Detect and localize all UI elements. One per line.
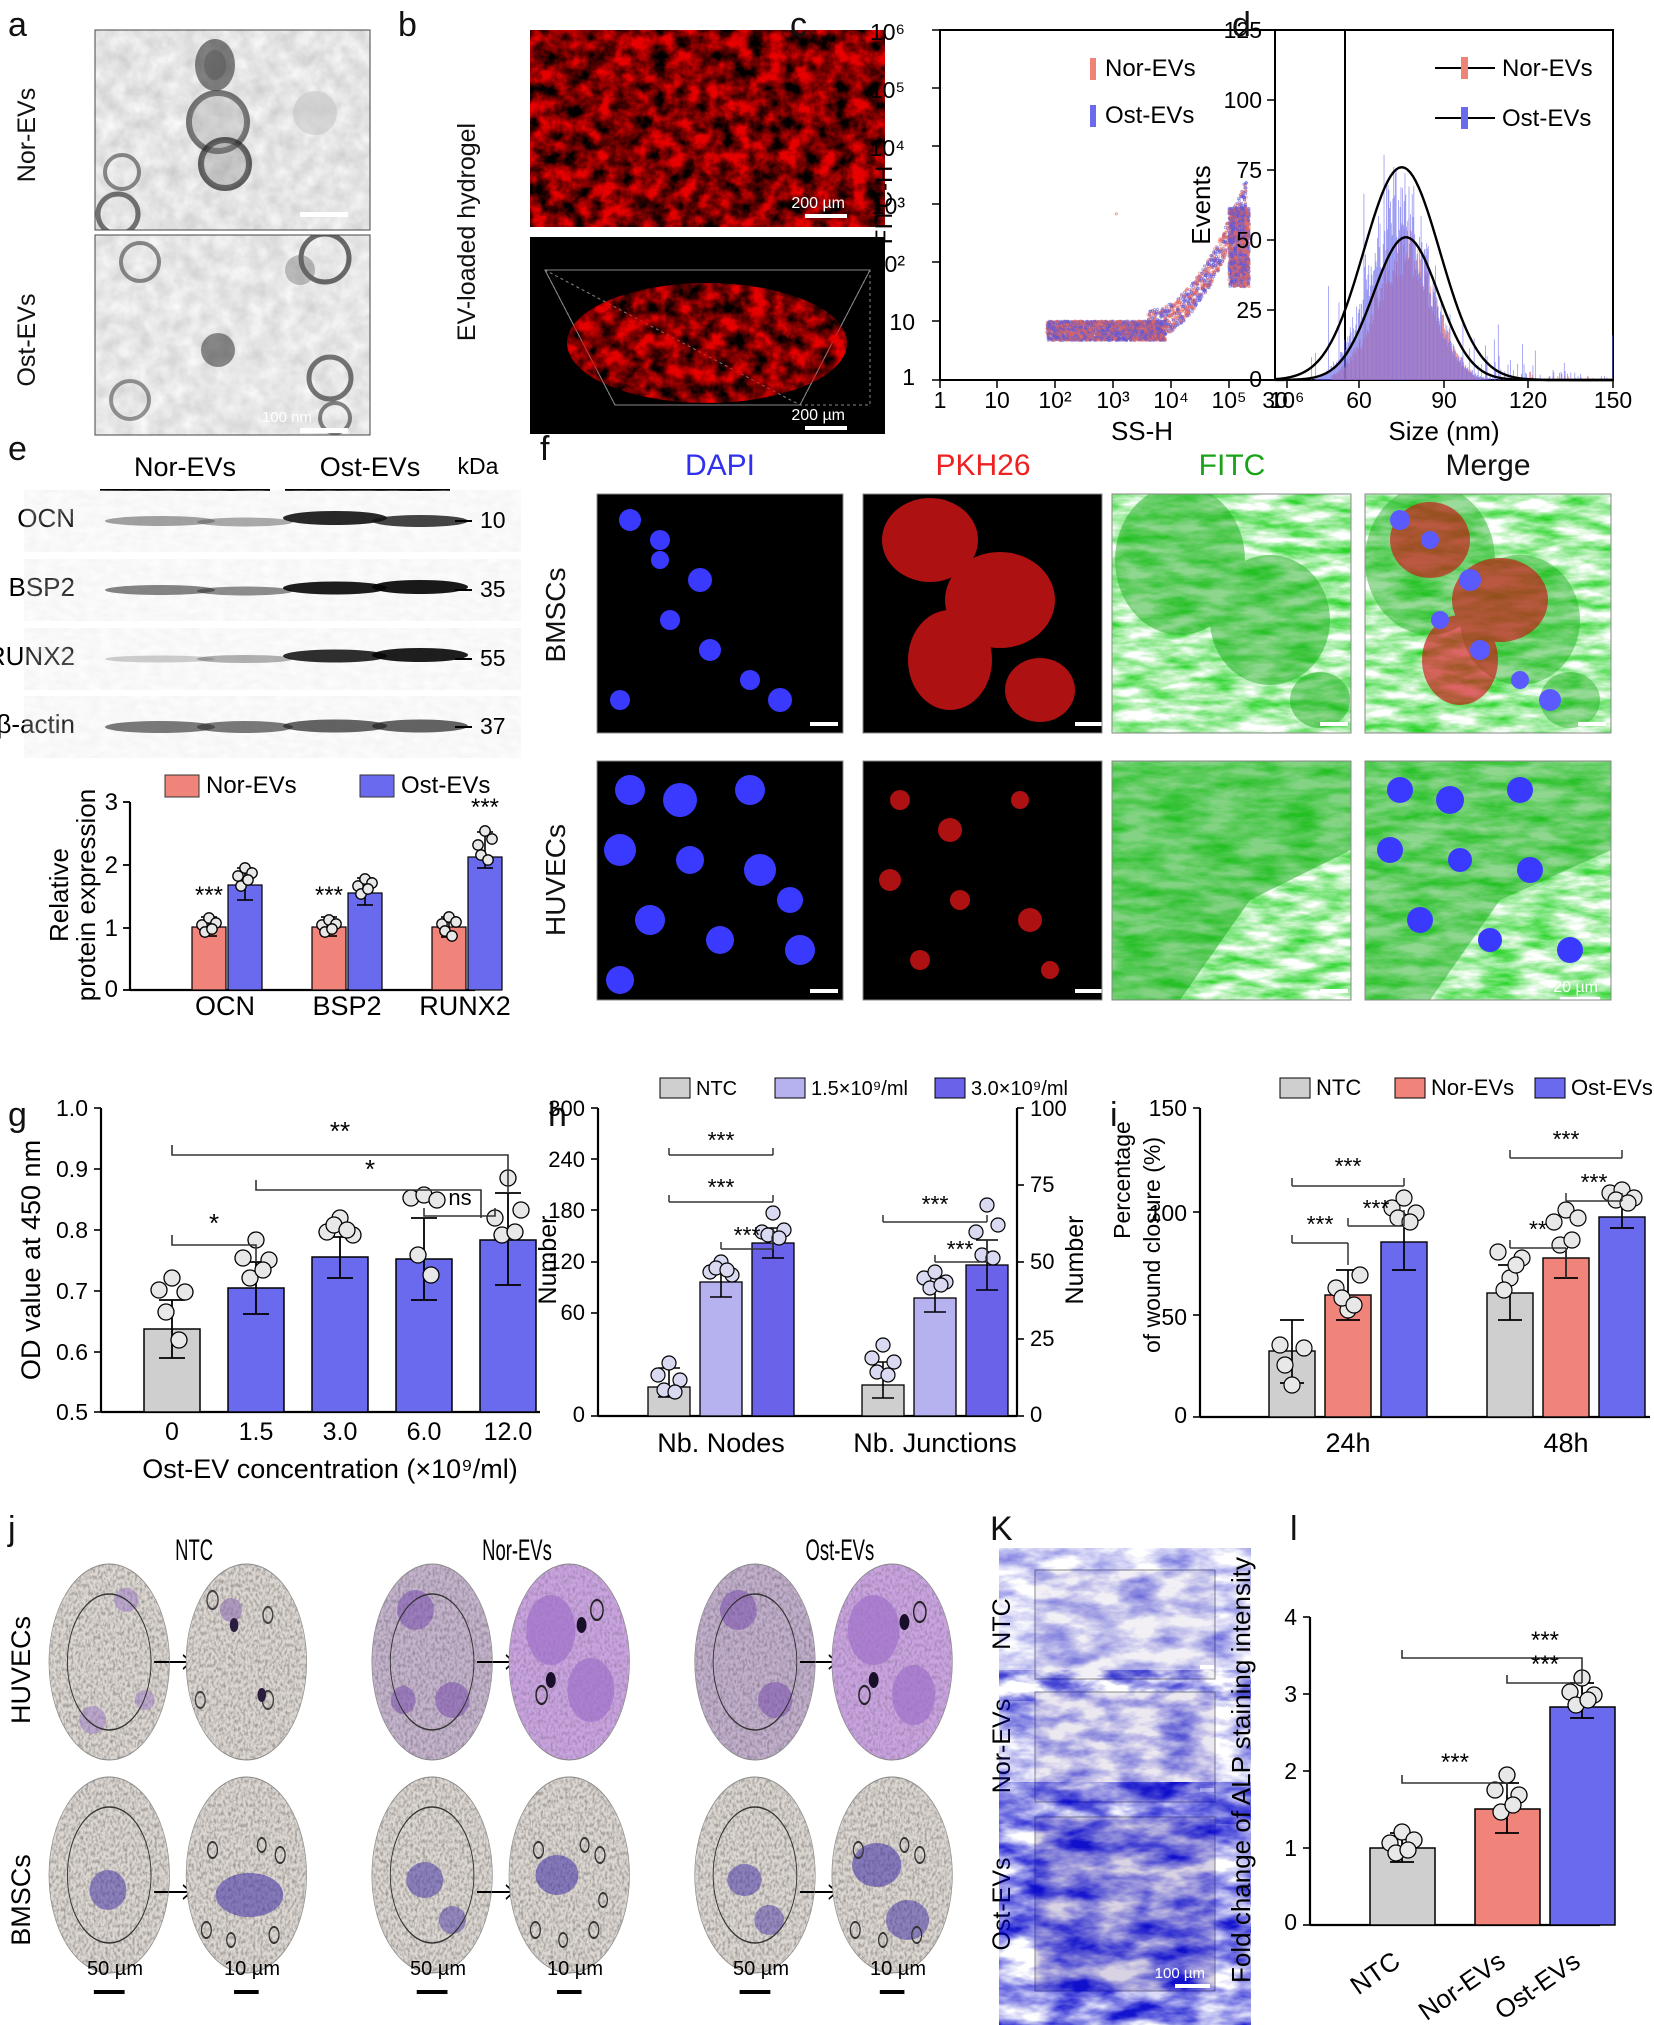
svg-text:100 nm: 100 nm [262, 409, 312, 426]
svg-text:0: 0 [1249, 366, 1262, 392]
svg-text:75: 75 [1236, 157, 1262, 183]
svg-text:10³: 10³ [1096, 387, 1130, 413]
svg-text:Ost-EVs: Ost-EVs [13, 293, 41, 386]
svg-text:100: 100 [1224, 87, 1262, 113]
svg-text:EV-loaded hydrogel: EV-loaded hydrogel [453, 123, 481, 341]
svg-text:10³: 10³ [872, 193, 906, 219]
svg-text:Nor-EVs: Nor-EVs [13, 88, 41, 182]
svg-text:10⁴: 10⁴ [1153, 387, 1188, 413]
svg-text:120: 120 [1509, 387, 1547, 413]
svg-text:Nor-EVs: Nor-EVs [1105, 55, 1196, 82]
svg-text:25: 25 [1236, 297, 1262, 323]
svg-text:10⁴: 10⁴ [870, 135, 905, 161]
svg-text:90: 90 [1431, 387, 1457, 413]
svg-text:10: 10 [889, 309, 915, 335]
svg-text:1: 1 [902, 364, 915, 390]
svg-text:50: 50 [1236, 227, 1262, 253]
svg-text:10⁶: 10⁶ [1269, 387, 1304, 413]
svg-text:10⁵: 10⁵ [1211, 387, 1246, 413]
svg-text:60: 60 [1346, 387, 1372, 413]
svg-text:10: 10 [984, 387, 1010, 413]
svg-text:200 µm: 200 µm [791, 195, 845, 212]
svg-text:30: 30 [1262, 387, 1288, 413]
svg-text:10²: 10² [872, 251, 906, 277]
svg-text:150: 150 [1594, 387, 1632, 413]
svg-text:10⁵: 10⁵ [870, 77, 905, 103]
svg-text:10⁶: 10⁶ [870, 19, 905, 45]
svg-text:1: 1 [934, 387, 947, 413]
svg-text:10²: 10² [1038, 387, 1072, 413]
svg-text:SS-H: SS-H [1111, 416, 1173, 446]
svg-text:FITC-H: FITC-H [871, 166, 898, 245]
svg-text:200 µm: 200 µm [791, 407, 845, 424]
svg-text:Ost-EVs: Ost-EVs [1105, 102, 1194, 129]
